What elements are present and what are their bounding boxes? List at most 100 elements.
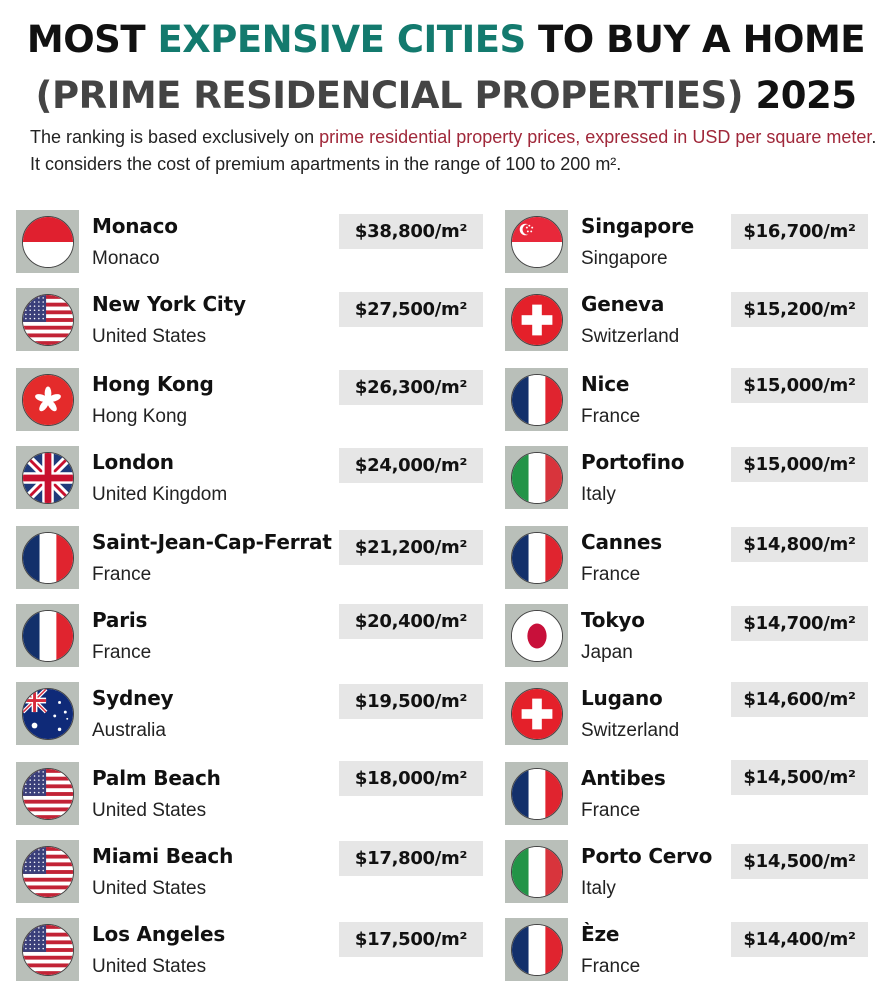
city-name: Saint-Jean-Cap-Ferrat	[92, 530, 332, 554]
price-badge: $17,800/m²	[339, 841, 483, 876]
flag-tile	[505, 368, 568, 431]
list-item: Los Angeles United States $17,500/m²	[16, 918, 486, 982]
country-name: Italy	[581, 878, 616, 899]
price-badge: $27,500/m²	[339, 292, 483, 327]
flag-tile	[505, 526, 568, 589]
title-text: MOST	[26, 18, 158, 61]
country-name: Monaco	[92, 248, 160, 269]
flag-tile	[16, 762, 79, 825]
country-name: United States	[92, 956, 207, 977]
price-badge: $15,000/m²	[731, 368, 868, 403]
list-item: London United Kingdom $24,000/m²	[16, 446, 486, 510]
switzerland-flag-icon	[510, 687, 563, 740]
flag-tile	[505, 840, 568, 903]
country-name: United Kingdom	[92, 484, 228, 505]
country-name: Switzerland	[581, 326, 680, 347]
japan-flag-icon	[510, 609, 563, 662]
list-item: Singapore Singapore $16,700/m²	[505, 210, 885, 274]
city-name: Sydney	[92, 686, 174, 710]
flag-tile	[505, 604, 568, 667]
price-badge: $18,000/m²	[339, 761, 483, 796]
usa-flag-icon	[21, 293, 74, 346]
city-name: Porto Cervo	[581, 844, 713, 868]
city-name: London	[92, 450, 174, 474]
price-badge: $14,500/m²	[731, 844, 868, 879]
list-item: Saint-Jean-Cap-Ferrat France $21,200/m²	[16, 526, 486, 590]
price-badge: $16,700/m²	[731, 214, 868, 249]
flag-tile	[16, 840, 79, 903]
city-name: New York City	[92, 292, 246, 316]
singapore-flag-icon	[510, 215, 563, 268]
price-badge: $15,200/m²	[731, 292, 868, 327]
list-item: Antibes France $14,500/m²	[505, 760, 885, 826]
switzerland-flag-icon	[510, 293, 563, 346]
country-name: United States	[92, 326, 207, 347]
price-badge: $21,200/m²	[339, 530, 483, 565]
country-name: France	[92, 564, 152, 585]
title-accent: EXPENSIVE CITIES	[157, 18, 526, 61]
country-name: France	[581, 406, 641, 427]
price-badge: $14,500/m²	[731, 760, 868, 795]
list-item: Èze France $14,400/m²	[505, 918, 885, 982]
price-badge: $14,700/m²	[731, 606, 868, 641]
subtitle-highlight: prime residential property prices, expre…	[319, 127, 872, 147]
country-name: France	[581, 564, 641, 585]
flag-tile	[505, 762, 568, 825]
flag-tile	[505, 288, 568, 351]
price-badge: $26,300/m²	[339, 370, 483, 405]
usa-flag-icon	[21, 767, 74, 820]
flag-tile	[16, 210, 79, 273]
city-name: Nice	[581, 372, 630, 396]
price-badge: $14,400/m²	[731, 922, 868, 957]
flag-tile	[16, 682, 79, 745]
list-item: New York City United States $27,500/m²	[16, 288, 486, 352]
city-name: Singapore	[581, 214, 694, 238]
country-name: United States	[92, 878, 207, 899]
flag-tile	[16, 368, 79, 431]
list-item: Sydney Australia $19,500/m²	[16, 682, 486, 746]
city-name: Èze	[581, 922, 620, 946]
price-badge: $20,400/m²	[339, 604, 483, 639]
city-name: Los Angeles	[92, 922, 226, 946]
list-item: Porto Cervo Italy $14,500/m²	[505, 840, 885, 904]
country-name: Italy	[581, 484, 616, 505]
uk-flag-icon	[21, 451, 74, 504]
country-name: Singapore	[581, 248, 668, 269]
france-flag-icon	[510, 923, 563, 976]
list-item: Paris France $20,400/m²	[16, 604, 486, 668]
flag-tile	[505, 682, 568, 745]
city-name: Portofino	[581, 450, 685, 474]
city-name: Palm Beach	[92, 766, 221, 790]
city-name: Miami Beach	[92, 844, 234, 868]
flag-tile	[16, 446, 79, 509]
flag-tile	[505, 210, 568, 273]
flag-tile	[16, 604, 79, 667]
flag-tile	[16, 918, 79, 981]
list-item: Lugano Switzerland $14,600/m²	[505, 682, 885, 746]
italy-flag-icon	[510, 845, 563, 898]
flag-tile	[16, 288, 79, 351]
title-year: 2025	[755, 74, 857, 117]
subtitle-text: . It considers the cost of premium apart…	[30, 127, 877, 174]
price-badge: $38,800/m²	[339, 214, 483, 249]
country-name: France	[581, 956, 641, 977]
list-item: Palm Beach United States $18,000/m²	[16, 761, 486, 826]
title-text: (PRIME RESIDENCIAL PROPERTIES)	[35, 74, 756, 117]
france-flag-icon	[510, 767, 563, 820]
list-item: Hong Kong Hong Kong $26,300/m²	[16, 368, 486, 432]
price-badge: $15,000/m²	[731, 447, 868, 482]
list-item: Tokyo Japan $14,700/m²	[505, 604, 885, 668]
city-name: Tokyo	[581, 608, 645, 632]
list-item: Portofino Italy $15,000/m²	[505, 446, 885, 510]
australia-flag-icon	[21, 687, 74, 740]
hong-kong-flag-icon	[21, 373, 74, 426]
price-badge: $17,500/m²	[339, 922, 483, 957]
usa-flag-icon	[21, 923, 74, 976]
city-name: Monaco	[92, 214, 178, 238]
city-name: Hong Kong	[92, 372, 214, 396]
flag-tile	[505, 446, 568, 509]
flag-tile	[16, 526, 79, 589]
title-text: TO BUY A HOME	[525, 18, 866, 61]
france-flag-icon	[510, 373, 563, 426]
price-badge: $24,000/m²	[339, 448, 483, 483]
